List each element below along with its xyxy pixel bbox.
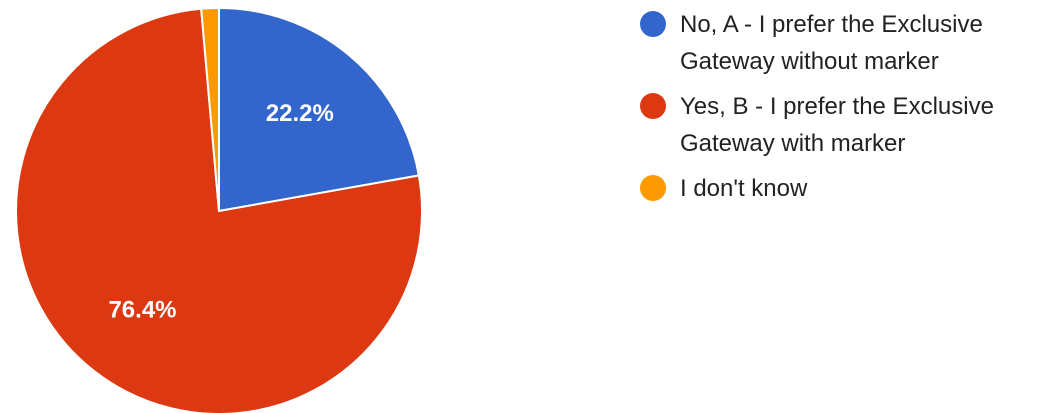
legend-label-dont-know: I don't know xyxy=(680,175,808,202)
legend-item-dont-know[interactable]: I don't know xyxy=(640,170,1060,207)
legend-swatch-yes-b xyxy=(640,93,666,119)
legend-item-yes-b[interactable]: Yes, B - I prefer the Exclusive Gateway … xyxy=(640,88,1060,162)
pie-slice-no-a[interactable] xyxy=(218,6,421,213)
pie-chart: 22.2% 76.4% xyxy=(15,6,423,413)
pie-slice-yes-b[interactable] xyxy=(15,7,423,413)
pie-slice-dont-know[interactable] xyxy=(200,6,220,212)
slice-label-yes-b: 76.4% xyxy=(108,296,176,323)
legend-label-no-a: No, A - I prefer the Exclusive Gateway w… xyxy=(680,11,983,75)
legend-label-yes-b: Yes, B - I prefer the Exclusive Gateway … xyxy=(680,93,994,157)
slice-label-no-a: 22.2% xyxy=(266,100,334,127)
legend-swatch-no-a xyxy=(640,11,666,37)
legend-swatch-dont-know xyxy=(640,175,666,201)
legend: No, A - I prefer the Exclusive Gateway w… xyxy=(640,6,1060,215)
legend-item-no-a[interactable]: No, A - I prefer the Exclusive Gateway w… xyxy=(640,6,1060,80)
